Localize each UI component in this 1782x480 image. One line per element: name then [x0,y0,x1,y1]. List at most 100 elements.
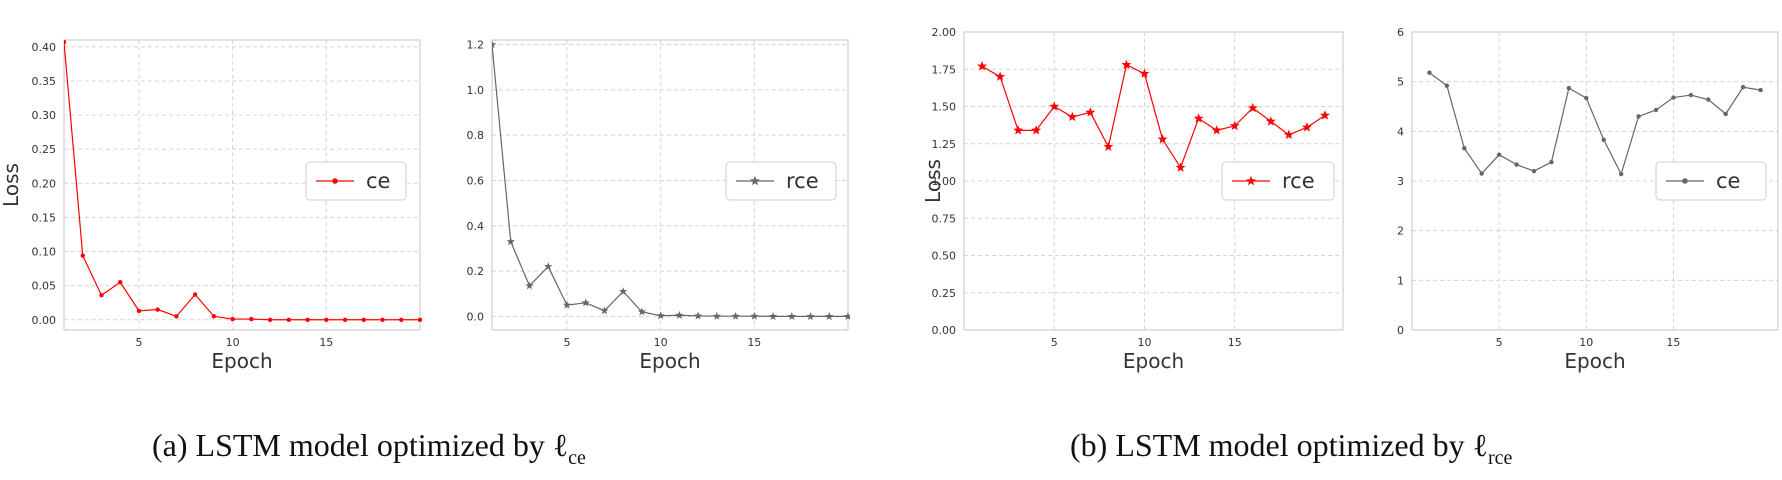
data-point [1211,125,1222,135]
y-tick-label: 0.30 [32,109,57,122]
data-point [995,71,1006,81]
data-point [1427,70,1432,75]
data-point [1193,113,1204,123]
y-axis-label: Loss [0,163,23,207]
legend-marker [1682,178,1688,184]
legend-box [1655,161,1767,201]
legend-label: rce [786,169,819,193]
y-tick-label: 0.20 [32,177,57,190]
series-line [981,63,1326,169]
y-tick-label: 1.00 [932,175,957,188]
legend-label: rce [1282,169,1315,193]
caption-b: (b) LSTM model optimized by ℓrce [1070,427,1512,469]
data-point [64,39,67,45]
data-point [174,314,179,319]
plot-frame [963,31,1344,331]
data-point [1103,141,1114,151]
data-point [1049,101,1060,111]
x-tick-label: 10 [1137,336,1151,349]
data-point [1706,97,1711,102]
chart-panels: 5 10 150.000.050.100.150.200.250.300.350.4… [0,26,1779,373]
x-axis-label: Epoch [1123,349,1184,373]
data-point [1139,68,1150,78]
series-line [64,41,420,321]
data-point [1121,59,1132,69]
legend: rce [725,161,837,201]
data-point [136,308,142,314]
data-point [380,317,385,322]
legend-box [1221,161,1335,201]
data-point [80,253,85,258]
caption-a-subscript: ce [568,447,586,469]
legend-box [725,161,837,201]
data-point [618,287,628,296]
data-point [1301,122,1312,132]
data-point [600,306,609,315]
data-point [637,307,647,316]
caption-a-text: (a) LSTM model optimized by ℓ [152,427,568,463]
data-point [1247,102,1258,113]
y-tick-label: 0.8 [467,129,485,142]
y-tick-label: 0.2 [467,265,485,278]
data-point [118,280,123,285]
data-point [506,237,515,246]
data-point [1175,162,1186,172]
data-point [1566,85,1572,91]
x-tick-label: 5 [1496,336,1503,349]
caption-b-subscript: rce [1488,447,1513,469]
data-point [342,317,348,322]
series-line [492,44,848,318]
data-point [977,61,987,71]
y-tick-label: 1.75 [932,63,957,76]
data-point [787,312,796,320]
data-point [361,317,366,322]
data-point [1479,171,1484,176]
data-point [825,312,834,320]
data-point [211,314,217,319]
data-point [492,40,497,49]
y-tick-label: 0.0 [467,310,485,323]
data-point [99,293,104,298]
x-tick-label: 15 [1666,336,1680,349]
data-point [525,281,534,290]
y-tick-label: 0.50 [932,250,957,263]
y-axis-label: Loss [921,159,945,203]
data-point [267,317,273,322]
data-point [1462,146,1467,151]
chart-b-left: 5 10 15 0.00 0.25 0.50 0.75 1.00 1.25 1.50 1.75 2.0… [921,26,1344,373]
legend-marker [332,178,338,184]
y-tick-label: 0.00 [932,324,957,337]
x-tick-label: 15 [747,336,761,349]
x-tick-label: 15 [1228,336,1242,349]
x-axis-label: Epoch [211,349,272,373]
plot-frame [1411,31,1779,331]
chart-b-right: 5 10 15 0 1 2 3 4 5 6 Epoch ce [1397,26,1779,373]
caption-a: (a) LSTM model optimized by ℓce [152,427,586,469]
data-point [399,317,404,322]
y-tick-label: 0.6 [467,174,485,187]
x-tick-label: 5 [1051,336,1058,349]
y-tick-label: 1.50 [932,101,957,114]
y-tick-label: 0.25 [932,287,957,300]
data-point [544,262,553,271]
data-point [731,311,740,320]
y-tick-label: 0.00 [32,314,57,327]
data-point [1758,87,1763,93]
legend-box [305,161,407,201]
data-point [1549,159,1554,165]
data-point [675,310,684,319]
y-tick-label: 0.40 [32,41,57,54]
data-point [1636,114,1641,119]
x-tick-label: 10 [1579,336,1593,349]
series-ce [64,39,422,322]
data-point [1653,107,1659,113]
chart-a-right: 5 10 15 0.0 0.2 0.4 0.6 0.8 1.0 1.2 Epoch rce [467,39,850,373]
data-point [192,292,198,297]
x-tick-label: 15 [319,336,333,349]
caption-b-text: (b) LSTM model optimized by ℓ [1070,427,1488,463]
y-tick-label: 0.4 [467,220,485,233]
series-rce [492,40,850,320]
legend-label: ce [1716,169,1740,193]
plot-frame [63,39,421,331]
y-tick-label: 6 [1397,26,1404,39]
